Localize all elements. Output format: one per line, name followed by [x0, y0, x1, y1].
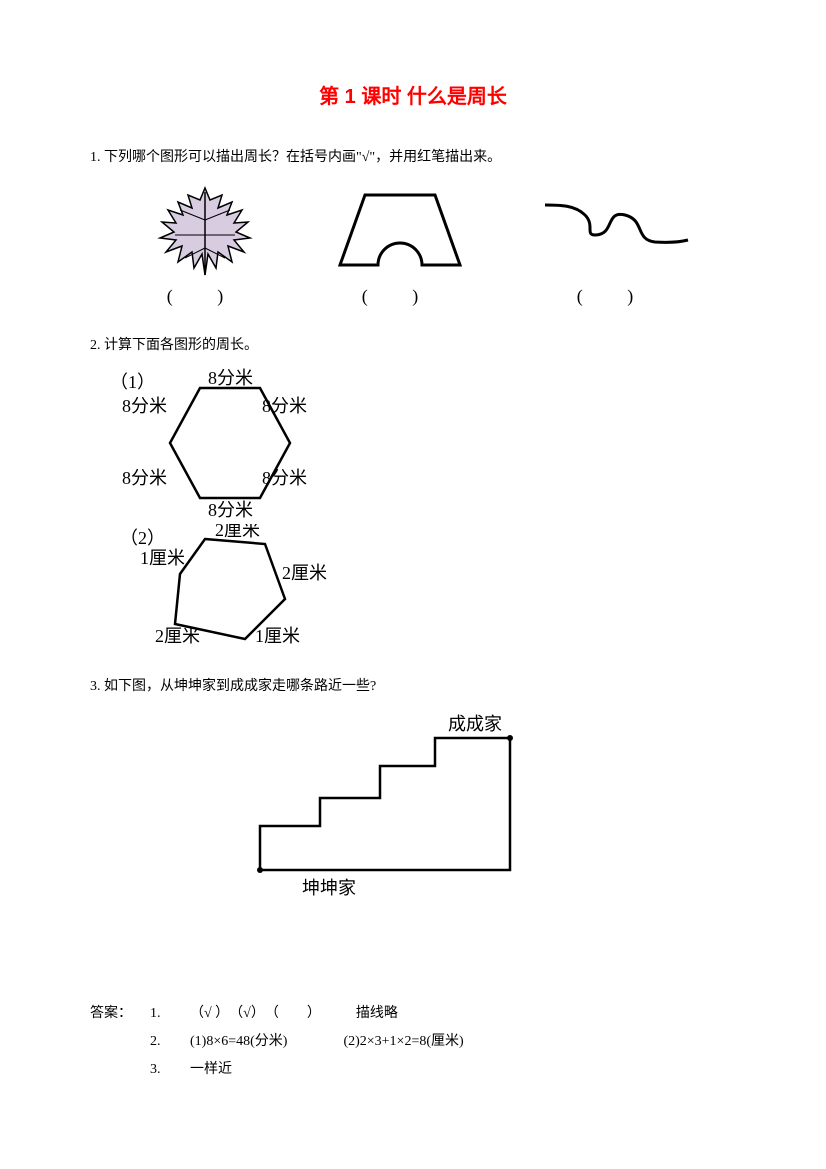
worksheet-page: 第 1 课时 什么是周长 1. 下列哪个图形可以描出周长？在括号内画"√"，并用… [0, 0, 826, 1169]
q1-fig-squiggle: ( ) [540, 180, 690, 307]
ans-row-1: 答案： 1. （√ ） （√） （ ） 描线略 [90, 1000, 736, 1028]
pent-lbl-5: 1厘米 [255, 626, 300, 646]
q1-fig-arch: ( ) [330, 180, 470, 307]
pent-lbl-2: 1厘米 [140, 548, 185, 568]
q1-figures-row: ( ) ( ) ( ) [150, 180, 736, 307]
q1-paren-2: ( ) [362, 286, 439, 307]
leaf-icon [150, 180, 260, 280]
trapezoid-arch-icon [330, 180, 470, 280]
answers-block: 答案： 1. （√ ） （√） （ ） 描线略 2. (1)8×6=48(分米)… [90, 1000, 736, 1084]
staircase-figure: 成成家 坤坤家 [210, 710, 550, 910]
label-chengcheng: 成成家 [448, 714, 502, 734]
ans3-num: 3. [150, 1056, 190, 1084]
q1-paren-3: ( ) [577, 286, 654, 307]
hex-lbl-tr: 8分米 [262, 396, 307, 416]
hex-lbl-br: 8分米 [262, 468, 307, 488]
ans2-body: (1)8×6=48(分米) (2)2×3+1×2=8(厘米) [190, 1028, 736, 1056]
page-title: 第 1 课时 什么是周长 [90, 80, 736, 109]
q2-text: 2. 计算下面各图形的周长。 [90, 333, 736, 358]
ans1-body: （√ ） （√） （ ） 描线略 [190, 1000, 736, 1028]
hex-lbl-tl: 8分米 [122, 396, 167, 416]
label-kunkun: 坤坤家 [302, 878, 356, 898]
pent-lbl-1: 2厘米 [215, 524, 260, 540]
ans-prefix: 答案： [90, 1000, 150, 1028]
hex-lbl-bot: 8分米 [208, 500, 253, 518]
ans2-num: 2. [150, 1028, 190, 1056]
squiggle-icon [540, 180, 690, 280]
ans-row-2: 2. (1)8×6=48(分米) (2)2×3+1×2=8(厘米) [90, 1028, 736, 1056]
q2-pentagon: （2） 2厘米 1厘米 2厘米 2厘米 1厘米 [100, 524, 736, 654]
q3-text: 3. 如下图，从坤坤家到成成家走哪条路近一些? [90, 674, 736, 699]
hex-tag: （1） [110, 372, 155, 392]
pent-lbl-4: 2厘米 [155, 626, 200, 646]
hex-lbl-bl: 8分米 [122, 468, 167, 488]
q1-fig-leaf: ( ) [150, 180, 260, 307]
ans3-body: 一样近 [190, 1056, 736, 1084]
ans-row-3: 3. 一样近 [90, 1056, 736, 1084]
q3-figure: 成成家 坤坤家 [210, 710, 736, 910]
ans1-num: 1. [150, 1000, 190, 1028]
hexagon-figure: （1） 8分米 8分米 8分米 8分米 8分米 8分米 [100, 368, 330, 518]
q1-paren-1: ( ) [167, 286, 244, 307]
q2-hexagon: （1） 8分米 8分米 8分米 8分米 8分米 8分米 [100, 368, 736, 518]
pent-tag: （2） [120, 528, 165, 548]
pent-lbl-3: 2厘米 [282, 563, 327, 583]
q1-text: 1. 下列哪个图形可以描出周长？在括号内画"√"，并用红笔描出来。 [90, 145, 736, 170]
hex-lbl-top: 8分米 [208, 368, 253, 388]
pentagon-figure: （2） 2厘米 1厘米 2厘米 2厘米 1厘米 [100, 524, 350, 654]
